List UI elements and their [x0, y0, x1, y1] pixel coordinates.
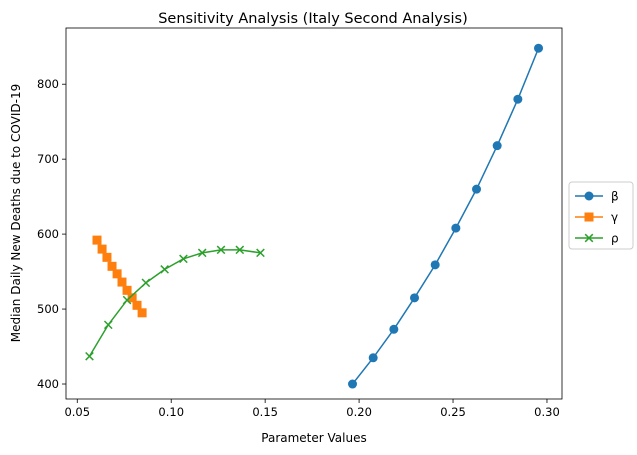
data-point — [492, 141, 502, 151]
data-point — [132, 300, 142, 310]
series-2 — [92, 235, 147, 318]
data-point — [534, 43, 544, 53]
y-tick-label: 400 — [37, 377, 59, 391]
legend-item: γ — [575, 211, 618, 225]
legend-label: ρ — [611, 232, 619, 246]
data-point — [197, 248, 207, 258]
data-point — [103, 320, 113, 330]
data-point — [141, 278, 151, 288]
data-point — [137, 308, 147, 318]
data-point — [513, 94, 523, 104]
data-point — [216, 245, 226, 255]
data-point — [102, 252, 112, 262]
legend: βγρ — [568, 181, 634, 250]
data-point — [112, 269, 122, 279]
plot-area — [66, 28, 562, 399]
legend-marker — [584, 233, 594, 243]
data-point — [348, 379, 358, 389]
data-point — [410, 293, 420, 303]
chart-title: Sensitivity Analysis (Italy Second Analy… — [158, 11, 468, 27]
y-tick-label: 600 — [37, 227, 59, 241]
y-tick-label: 500 — [37, 302, 59, 316]
series-line — [88, 249, 261, 357]
legend-box — [568, 181, 634, 250]
data-point — [256, 248, 265, 258]
x-tick-label: 0.15 — [252, 405, 278, 419]
data-point — [430, 260, 440, 270]
data-point — [472, 184, 482, 194]
data-point — [368, 353, 378, 363]
y-tick-label: 700 — [37, 152, 59, 166]
data-point — [122, 285, 132, 295]
series-line — [351, 47, 540, 385]
data-point — [117, 277, 127, 287]
x-axis: 0.05 0.10 0.15 0.20 0.25 0.30 — [64, 399, 560, 419]
x-tick-label: 0.10 — [158, 405, 184, 419]
series-3 — [85, 245, 265, 361]
series-1 — [348, 43, 544, 389]
data-point — [235, 245, 245, 255]
y-axis-label: Median Daily New Deaths due to COVID-19 — [9, 84, 23, 342]
legend-item: β — [575, 190, 619, 204]
legend-marker — [584, 191, 594, 201]
data-point — [85, 351, 94, 361]
data-point — [127, 293, 137, 303]
data-point — [160, 265, 169, 274]
data-point — [389, 324, 399, 334]
x-tick-label: 0.30 — [534, 405, 560, 419]
legend-items: βγρ — [575, 190, 619, 246]
y-tick-label: 800 — [37, 77, 59, 91]
x-axis-label: Parameter Values — [261, 431, 366, 445]
legend-item: ρ — [575, 232, 619, 246]
data-point — [97, 244, 107, 254]
x-tick-label: 0.05 — [64, 405, 90, 419]
legend-label: β — [611, 190, 619, 204]
data-point — [107, 261, 117, 271]
y-axis: 400 500 600 700 800 — [37, 77, 66, 391]
x-tick-label: 0.25 — [440, 405, 466, 419]
data-point — [122, 295, 132, 305]
data-point — [451, 223, 461, 233]
plot-frame — [65, 27, 563, 400]
x-tick-label: 0.20 — [346, 405, 372, 419]
data-point — [92, 235, 102, 245]
legend-label: γ — [611, 211, 618, 225]
legend-marker — [584, 212, 594, 222]
data-point — [179, 254, 188, 264]
series-layer — [85, 43, 544, 389]
